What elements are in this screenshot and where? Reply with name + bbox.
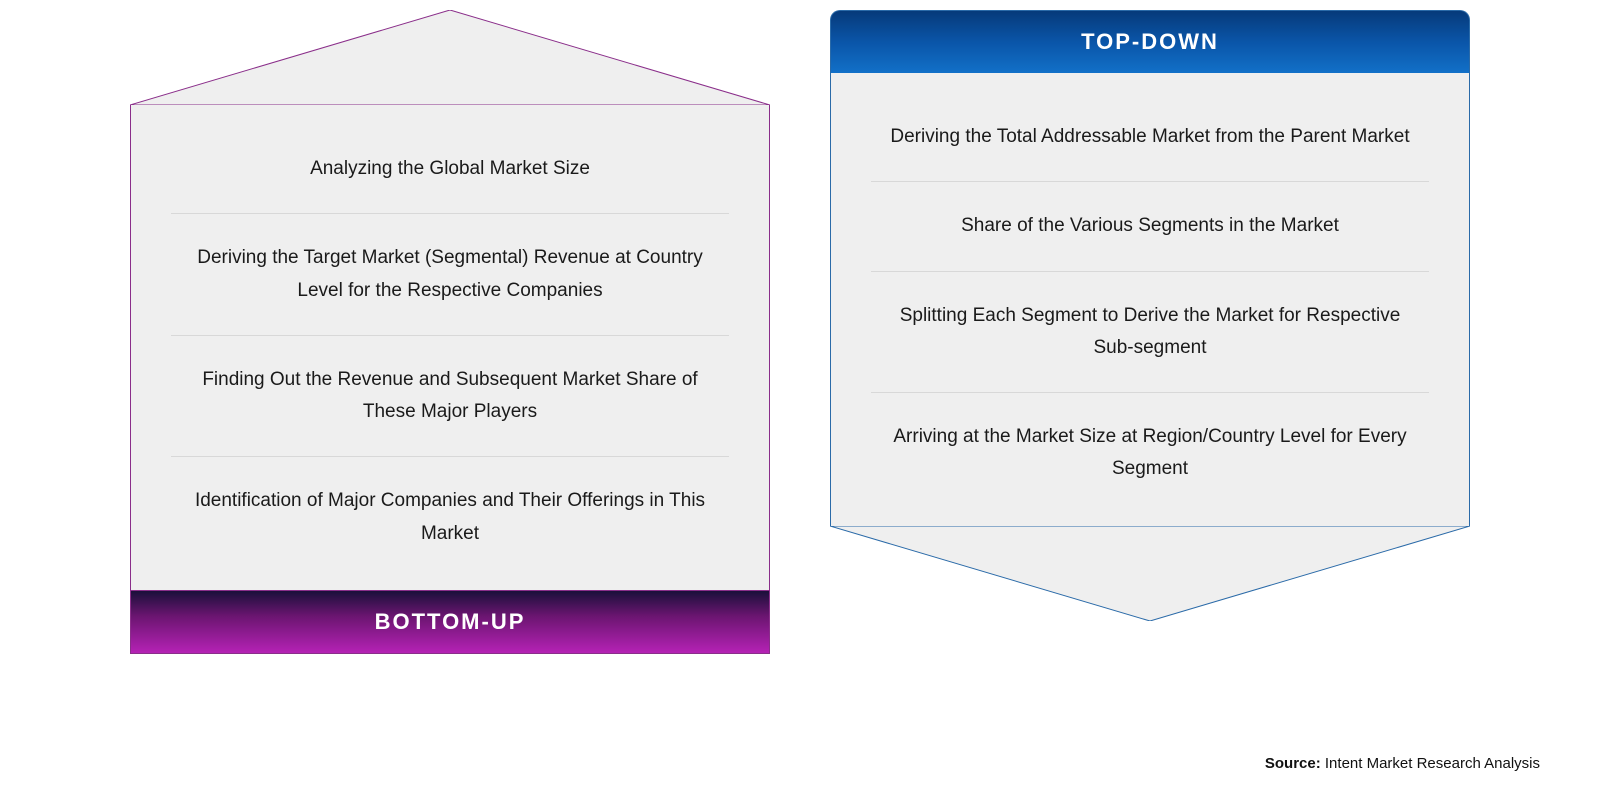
bottom-up-row: Deriving the Target Market (Segmental) R… — [171, 214, 729, 336]
bottom-up-row: Identification of Major Companies and Th… — [171, 457, 729, 590]
bottom-up-row: Finding Out the Revenue and Subsequent M… — [171, 336, 729, 458]
bottom-up-panel: Analyzing the Global Market Size Derivin… — [130, 10, 770, 654]
top-down-title-banner: TOP-DOWN — [830, 10, 1470, 73]
top-down-body: Deriving the Total Addressable Market fr… — [830, 73, 1470, 526]
top-down-row: Share of the Various Segments in the Mar… — [871, 182, 1429, 271]
up-arrow-roof-icon — [130, 10, 770, 105]
source-attribution: Source: Intent Market Research Analysis — [1265, 755, 1540, 772]
bottom-up-body: Analyzing the Global Market Size Derivin… — [130, 105, 770, 591]
top-down-panel: TOP-DOWN Deriving the Total Addressable … — [830, 10, 1470, 654]
top-down-row: Splitting Each Segment to Derive the Mar… — [871, 272, 1429, 394]
down-arrow-roof-icon — [830, 526, 1470, 621]
source-label: Source: — [1265, 755, 1321, 772]
top-down-row: Arriving at the Market Size at Region/Co… — [871, 393, 1429, 526]
diagram-container: Analyzing the Global Market Size Derivin… — [0, 0, 1600, 694]
bottom-up-title-banner: BOTTOM-UP — [130, 591, 770, 654]
bottom-up-row: Analyzing the Global Market Size — [171, 125, 729, 214]
source-text: Intent Market Research Analysis — [1325, 755, 1540, 772]
top-down-row: Deriving the Total Addressable Market fr… — [871, 93, 1429, 182]
